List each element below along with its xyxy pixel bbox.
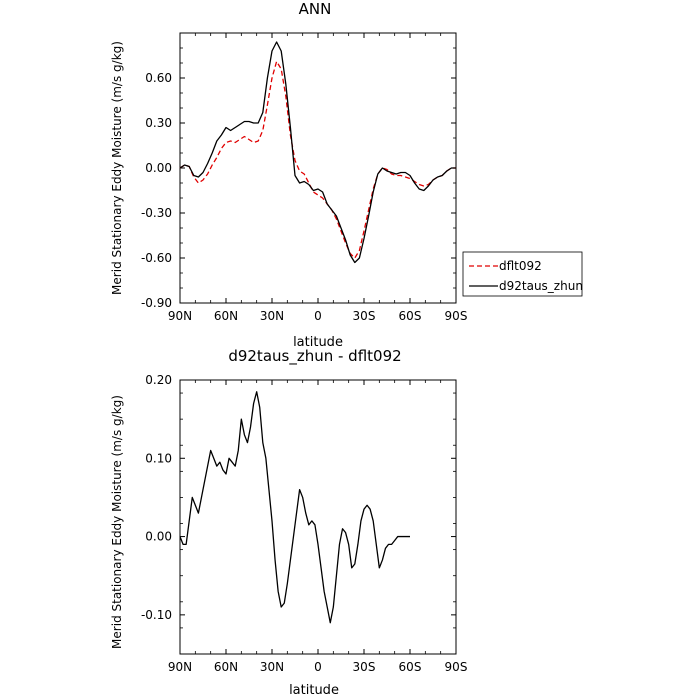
top-xtick-label: 30N <box>260 309 284 323</box>
bottom-series-line-0 <box>179 391 410 624</box>
bottom-xtick-label: 60S <box>399 660 422 674</box>
top-xtick-label: 60N <box>214 309 238 323</box>
panel-bottom-ticks: 90N 60N 30N 0 30S 60S 90S 0.20 0.10 0.00 -0.10 <box>141 373 468 674</box>
panel-top-lines <box>179 41 456 264</box>
panel-top-title: ANN <box>299 0 332 18</box>
panel-bottom-frame <box>179 379 457 655</box>
top-xtick-label: 60S <box>399 309 422 323</box>
top-series-line-d92taus_zhun <box>179 41 456 264</box>
top-ytick-label: -0.90 <box>141 296 172 310</box>
bottom-xtick-label: 30S <box>353 660 376 674</box>
panel-bottom-lines <box>179 391 410 624</box>
panel-top: ANN 90N 60N 30N 0 30S 60S 90S 0.60 0.30 0.00 -0.30… <box>110 0 583 350</box>
panel-top-ylabel: Merid Stationary Eddy Moisture (m/s g/kg… <box>110 41 124 295</box>
legend-frame <box>462 251 583 297</box>
bottom-xtick-label: 30N <box>260 660 284 674</box>
top-ytick-label: -0.30 <box>141 206 172 220</box>
panel-top-xlabel: latitude <box>293 335 343 350</box>
panel-top-frame <box>179 32 457 304</box>
panel-bottom-title: d92taus_zhun - dflt092 <box>228 347 401 366</box>
bottom-ytick-label: -0.10 <box>141 608 172 622</box>
bottom-xtick-label: 90N <box>168 660 192 674</box>
bottom-ytick-label: 0.00 <box>145 530 172 544</box>
bottom-xtick-label: 90S <box>445 660 468 674</box>
panel-bottom-xlabel: latitude <box>289 683 339 698</box>
top-ytick-label: 0.30 <box>145 116 172 130</box>
panel-bottom: d92taus_zhun - dflt092 90N 60N 30N 0 30S 60S 9… <box>110 347 467 698</box>
top-xtick-label: 90N <box>168 309 192 323</box>
bottom-xtick-label: 60N <box>214 660 238 674</box>
top-ytick-label: 0.60 <box>145 71 172 85</box>
top-xtick-label: 0 <box>314 309 322 323</box>
bottom-ytick-label: 0.20 <box>145 373 172 387</box>
top-ytick-label: -0.60 <box>141 251 172 265</box>
bottom-xtick-label: 0 <box>314 660 322 674</box>
top-xtick-label: 90S <box>445 309 468 323</box>
top-series-line-dflt092 <box>179 60 456 259</box>
legend: dflt092 d92taus_zhun <box>462 251 583 297</box>
legend-label-dflt092: dflt092 <box>499 259 542 273</box>
top-xtick-label: 30S <box>353 309 376 323</box>
bottom-ytick-label: 0.10 <box>145 451 172 465</box>
panel-bottom-ylabel: Merid Stationary Eddy Moisture (m/s g/kg… <box>110 395 124 649</box>
panel-top-ticks: 90N 60N 30N 0 30S 60S 90S 0.60 0.30 0.00 -0.30 -0.6… <box>141 32 468 323</box>
legend-label-d92taus_zhun: d92taus_zhun <box>499 279 583 293</box>
top-ytick-label: 0.00 <box>145 161 172 175</box>
